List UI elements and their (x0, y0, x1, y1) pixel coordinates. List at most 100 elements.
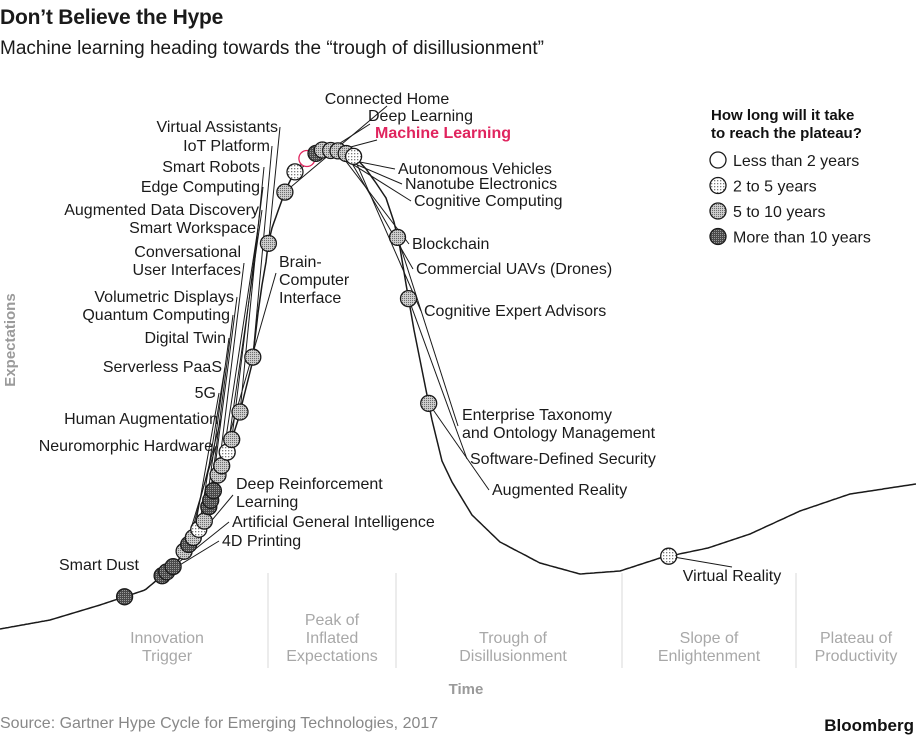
label-blockchain: Blockchain (412, 236, 489, 253)
leader-5g (194, 392, 220, 530)
label-conversational-user-interfaces-line-1: Conversational (134, 244, 241, 261)
x-axis-label: Time (449, 681, 484, 698)
marker-software-defined-security (399, 289, 418, 308)
technology-markers (115, 141, 678, 606)
label-iot-platform: IoT Platform (183, 138, 270, 155)
label-volumetric-displays: Volumetric Displays (94, 289, 234, 306)
label-4d-printing: 4D Printing (222, 533, 301, 550)
label-software-defined-security: Software-Defined Security (470, 451, 656, 468)
label-virtual-assistants: Virtual Assistants (156, 119, 278, 136)
label-augmented-data-discovery: Augmented Data Discovery (64, 202, 259, 219)
label-quantum-computing: Quantum Computing (82, 307, 230, 324)
marker-enterprise-taxonomy-and-ontology-management (388, 228, 407, 247)
y-axis-label: Expectations (2, 293, 19, 386)
leader-enterprise-taxonomy-and-ontology-management (399, 244, 459, 427)
source-note: Source: Gartner Hype Cycle for Emerging … (0, 715, 439, 732)
marker-connected-home (276, 183, 294, 201)
marker-deep-learning (286, 163, 304, 181)
phase-dividers (267, 573, 797, 668)
marker-iot-platform (244, 348, 262, 366)
label-deep-reinforcement-learning: Deep Reinforcement Learning (236, 476, 383, 511)
leader-commercial-uavs-drones (349, 160, 414, 270)
label-cognitive-computing: Cognitive Computing (414, 193, 563, 210)
label-deep-reinforcement-learning-line-2: Learning (236, 494, 298, 511)
leader-conversational-user-interfaces (218, 262, 245, 468)
phase-label-2-line-2: Inflated (306, 630, 358, 647)
leader-smart-robots (240, 166, 265, 405)
legend-title-line-1: How long will it take (711, 107, 854, 124)
marker-deep-reinforcement-learning (164, 557, 182, 576)
chart-subtitle: Machine learning heading towards the “tr… (0, 38, 544, 59)
phase-label-2-line-3: Expectations (286, 648, 378, 665)
marker-brain-computer-interface (204, 482, 223, 500)
chart-title: Don’t Believe the Hype (0, 6, 224, 29)
leader-software-defined-security (410, 305, 468, 460)
phase-label-1-line-2: Trigger (142, 648, 193, 665)
phase-label-4-line-2: Enlightenment (658, 648, 761, 665)
marker-edge-computing (223, 430, 241, 449)
legend-marker-lt2 (709, 151, 727, 169)
legend-label-5to10: 5 to 10 years (733, 204, 826, 221)
marker-virtual-assistants (259, 234, 278, 253)
legend-marker-5to10 (709, 202, 727, 220)
legend-marker-gt10 (709, 227, 727, 246)
label-human-augmentation: Human Augmentation (64, 411, 218, 428)
label-virtual-reality: Virtual Reality (683, 568, 781, 585)
label-nanotube-electronics: Nanotube Electronics (405, 176, 557, 193)
legend-marker-2to5 (709, 176, 727, 195)
label-enterprise-taxonomy-and-ontology-management: Enterprise Taxonomy and Ontology Manageme… (462, 407, 656, 442)
label-brain-computer-interface-line-3: Interface (279, 290, 341, 307)
leader-virtual-reality (676, 557, 733, 568)
label-conversational-user-interfaces-line-2: User Interfaces (133, 262, 241, 279)
label-cognitive-expert-advisors: Cognitive Expert Advisors (424, 303, 606, 320)
label-enterprise-taxonomy-and-ontology-management-line-2: and Ontology Management (462, 425, 656, 442)
label-augmented-reality: Augmented Reality (492, 482, 627, 499)
phase-label-5-line-1: Plateau of (820, 630, 893, 647)
label-5g: 5G (195, 385, 216, 402)
label-brain-computer-interface-line-1: Brain- (279, 254, 322, 271)
label-deep-reinforcement-learning-line-1: Deep Reinforcement (236, 476, 383, 493)
leader-augmented-reality (432, 409, 490, 491)
label-smart-robots: Smart Robots (162, 159, 260, 176)
label-brain-computer-interface: Brain-Computer Interface (279, 254, 350, 307)
label-smart-workspace: Smart Workspace (129, 220, 256, 237)
bloomberg-logo: Bloomberg (824, 716, 914, 735)
label-neuromorphic-hardware: Neuromorphic Hardware (39, 438, 213, 455)
marker-smart-robots (231, 403, 249, 421)
label-conversational-user-interfaces: Conversational User Interfaces (133, 244, 241, 279)
label-connected-home: Connected Home (325, 91, 450, 108)
phase-label-2-line-1: Peak of (305, 612, 360, 629)
legend-label-2to5: 2 to 5 years (733, 179, 817, 196)
label-digital-twin: Digital Twin (144, 330, 226, 347)
label-serverless-paas: Serverless PaaS (103, 359, 222, 376)
marker-digital-twin (195, 512, 213, 530)
label-smart-dust: Smart Dust (59, 557, 140, 574)
label-edge-computing: Edge Computing (141, 179, 260, 196)
marker-smart-dust (115, 588, 134, 606)
leader-smart-workspace (222, 227, 259, 458)
marker-cognitive-expert-advisors (344, 147, 363, 166)
hype-curve (0, 149, 916, 630)
label-deep-learning: Deep Learning (368, 108, 473, 125)
leader-virtual-assistants (268, 126, 281, 236)
label-machine-learning: Machine Learning (375, 125, 511, 142)
marker-virtual-reality (660, 547, 678, 565)
label-brain-computer-interface-line-2: Computer (279, 272, 350, 289)
legend-title-line-2: to reach the plateau? (711, 125, 862, 142)
label-autonomous-vehicles: Autonomous Vehicles (398, 161, 552, 178)
phase-label-3-line-2: Disillusionment (459, 648, 567, 665)
phase-label-4-line-1: Slope of (680, 630, 739, 647)
phase-label-1-line-1: Innovation (130, 630, 204, 647)
legend-label-gt10: More than 10 years (733, 230, 871, 247)
technology-labels: Smart Dust 4D Printing Artificial General … (39, 91, 782, 585)
legend-label-lt2: Less than 2 years (733, 153, 859, 170)
label-enterprise-taxonomy-and-ontology-management-line-1: Enterprise Taxonomy (462, 407, 612, 424)
legend: How long will it take to reach the plate… (709, 107, 871, 247)
label-commercial-uavs-drones: Commercial UAVs (Drones) (416, 261, 612, 278)
marker-augmented-reality (420, 394, 438, 413)
phase-label-3-line-1: Trough of (479, 630, 547, 647)
leader-human-augmentation (190, 418, 222, 537)
label-artificial-general-intelligence: Artificial General Intelligence (232, 514, 435, 531)
